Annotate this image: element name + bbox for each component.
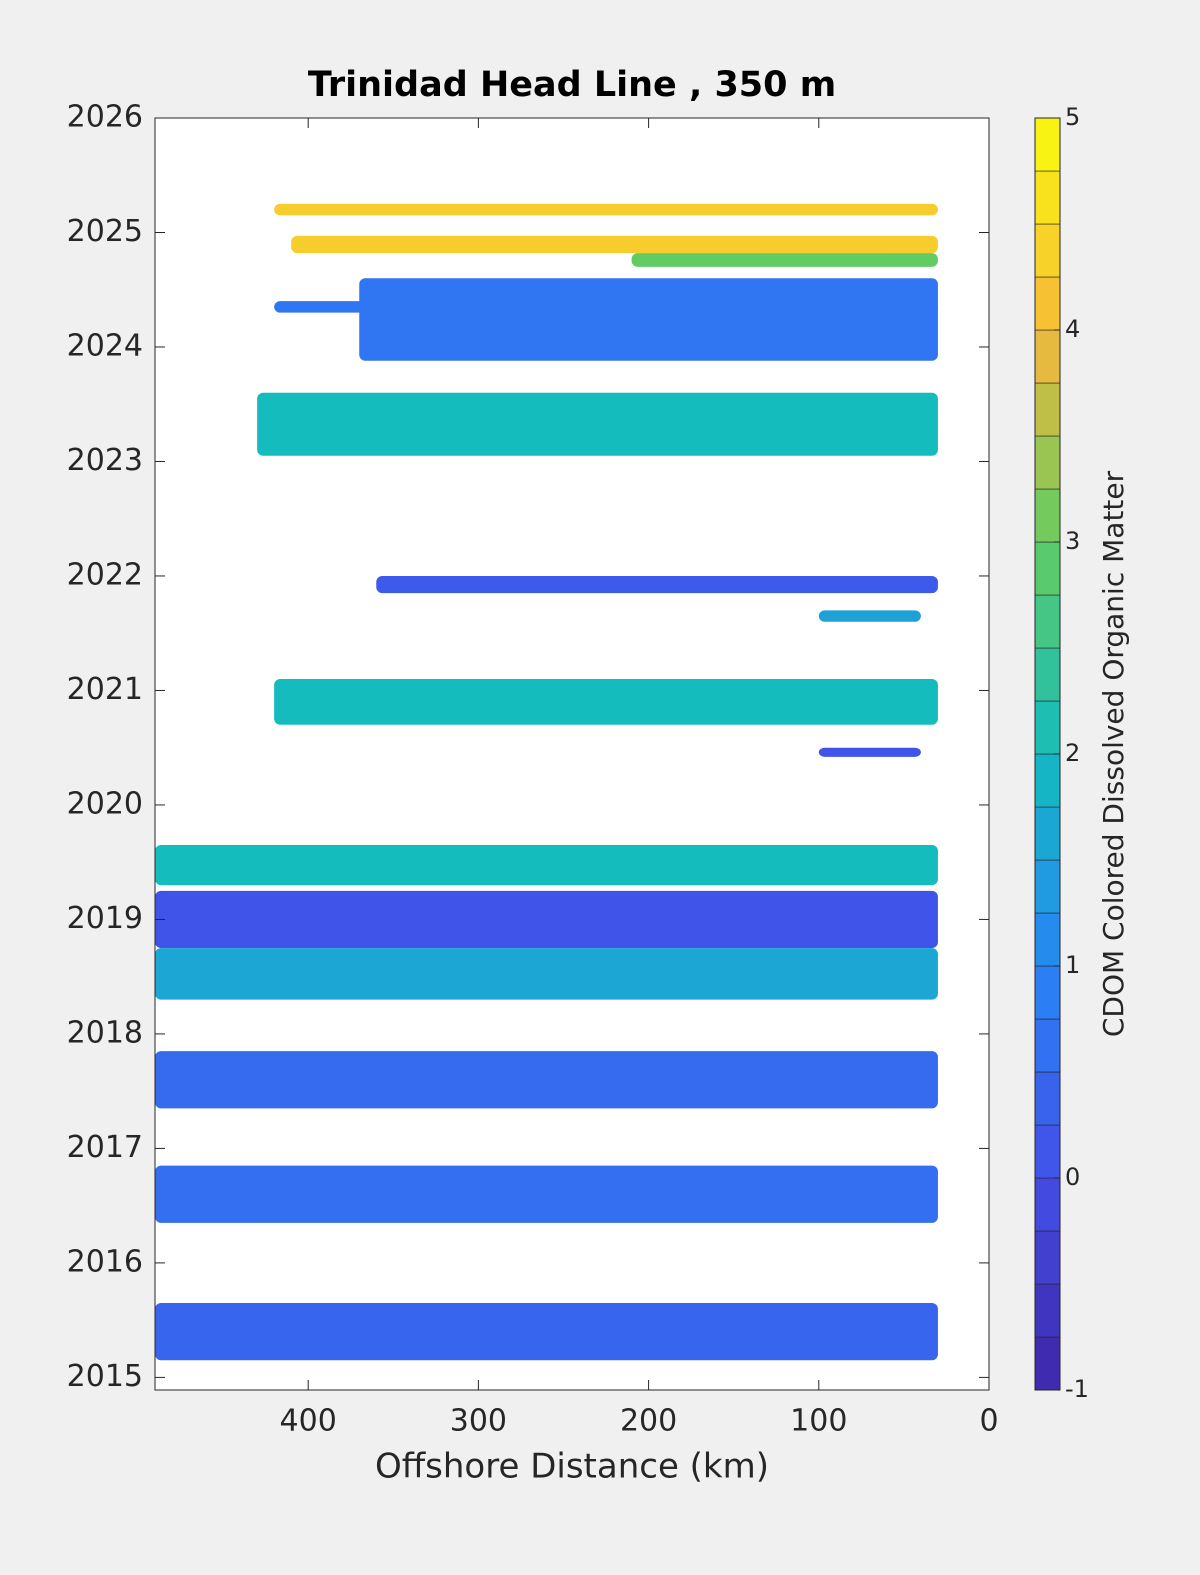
colorbar-level [1034, 1283, 1061, 1338]
x-tick-label: 400 [280, 1404, 337, 1439]
y-tick-label: 2023 [67, 443, 143, 478]
colorbar-label: CDOM Colored Dissolved Organic Matter [1097, 470, 1130, 1037]
y-tick-label: 2015 [67, 1359, 143, 1394]
y-tick-label: 2022 [67, 557, 143, 592]
contour-region [274, 679, 938, 725]
colorbar-tick-label: 5 [1065, 103, 1080, 131]
colorbar-level [1034, 859, 1061, 914]
colorbar-level [1034, 806, 1061, 861]
colorbar-level [1034, 1124, 1061, 1179]
y-tick-label: 2016 [67, 1244, 143, 1279]
y-tick-label: 2020 [67, 786, 143, 821]
colorbar-level [1034, 647, 1061, 702]
contour-region [155, 890, 938, 949]
contour-region [155, 948, 938, 1000]
axes-box [154, 117, 990, 1391]
colorbar-level [1034, 382, 1061, 437]
contour-region [818, 747, 921, 757]
colorbar-level [1034, 700, 1061, 755]
y-tick-label: 2026 [67, 100, 143, 135]
chart-title: Trinidad Head Line , 350 m [308, 65, 836, 105]
contour-region [291, 235, 938, 254]
contour-region [155, 845, 938, 886]
contour-region [631, 253, 938, 267]
colorbar-level [1034, 965, 1061, 1020]
colorbar-level [1034, 435, 1061, 490]
colorbar-tick-label: 4 [1065, 315, 1080, 343]
colorbar-level [1034, 329, 1061, 384]
y-tick-label: 2017 [67, 1130, 143, 1165]
colorbar-level [1034, 541, 1061, 596]
y-tick-label: 2021 [67, 672, 143, 707]
y-tick-label: 2024 [67, 328, 143, 363]
x-axis-label: Offshore Distance (km) [375, 1447, 769, 1487]
contour-region [155, 1165, 938, 1223]
y-tick-label: 2025 [67, 214, 143, 249]
colorbar-level [1034, 1177, 1061, 1232]
contour-region [274, 203, 938, 216]
colorbar-tick-label: 0 [1065, 1163, 1080, 1191]
colorbar-level [1034, 276, 1061, 331]
colorbar-level [1034, 117, 1061, 172]
colorbar-tick-label: -1 [1065, 1375, 1089, 1403]
colorbar-level [1034, 488, 1061, 543]
colorbar-tick-label: 1 [1065, 951, 1080, 979]
colorbar-level [1034, 223, 1061, 278]
colorbar-level [1034, 912, 1061, 967]
colorbar-level [1034, 594, 1061, 649]
contour-region [155, 1302, 938, 1361]
y-tick-label: 2018 [67, 1015, 143, 1050]
x-tick-label: 200 [620, 1404, 677, 1439]
colorbar-level [1034, 1230, 1061, 1285]
colorbar-level [1034, 753, 1061, 808]
colorbar-level [1034, 1071, 1061, 1126]
y-tick-label: 2019 [67, 901, 143, 936]
contour-region [818, 610, 921, 622]
x-tick-label: 300 [450, 1404, 507, 1439]
contour-region [359, 278, 938, 361]
colorbar-tick-label: 2 [1065, 739, 1080, 767]
colorbar-level [1034, 170, 1061, 225]
x-tick-label: 0 [979, 1404, 998, 1439]
colorbar-tick-label: 3 [1065, 527, 1080, 555]
contour-region [257, 392, 938, 456]
contour-region [376, 575, 938, 594]
colorbar-level [1034, 1018, 1061, 1073]
x-tick-label: 100 [790, 1404, 847, 1439]
colorbar-level [1034, 1336, 1061, 1391]
contour-region [155, 1051, 938, 1109]
